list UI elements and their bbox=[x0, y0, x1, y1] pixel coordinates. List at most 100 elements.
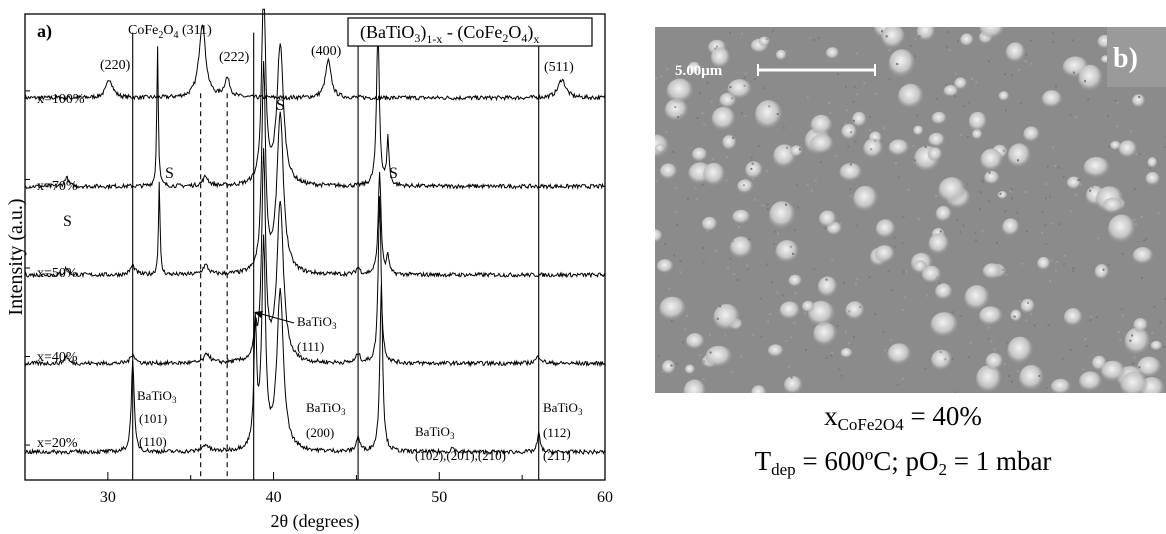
sem-noise bbox=[935, 97, 938, 100]
sem-noise bbox=[1072, 71, 1075, 74]
sem-noise bbox=[743, 76, 746, 79]
sem-particle bbox=[980, 148, 1004, 172]
sem-noise bbox=[1089, 319, 1092, 322]
sem-noise bbox=[951, 311, 954, 314]
sem-noise bbox=[731, 97, 734, 100]
sem-noise bbox=[1087, 98, 1090, 101]
sem-noise bbox=[1025, 53, 1028, 56]
sem-noise bbox=[703, 123, 706, 126]
sem-noise bbox=[751, 177, 754, 180]
sem-particle bbox=[1078, 64, 1103, 92]
sem-noise bbox=[1077, 179, 1080, 181]
annotation-bto-101-hkl2: (110) bbox=[139, 434, 167, 449]
sem-noise bbox=[1030, 39, 1032, 42]
sem-noise bbox=[818, 37, 821, 40]
sem-particle bbox=[931, 111, 947, 125]
sem-noise bbox=[1138, 153, 1141, 156]
sem-noise bbox=[979, 208, 982, 211]
sem-noise bbox=[1033, 324, 1036, 327]
series-label: x=40% bbox=[37, 350, 78, 365]
sem-noise bbox=[856, 278, 859, 281]
sem-noise bbox=[696, 117, 699, 119]
sem-noise bbox=[852, 119, 855, 122]
sem-particle bbox=[1007, 143, 1032, 169]
sem-noise bbox=[1025, 230, 1028, 233]
sem-noise bbox=[974, 231, 977, 234]
sem-noise bbox=[967, 356, 970, 359]
sem-noise bbox=[966, 183, 969, 186]
sem-noise bbox=[743, 84, 746, 87]
sem-noise bbox=[996, 241, 998, 244]
sem-particle bbox=[943, 85, 959, 98]
sem-noise bbox=[950, 202, 952, 205]
sem-noise bbox=[949, 360, 951, 363]
sem-particle bbox=[727, 79, 752, 100]
sem-particle bbox=[1110, 140, 1122, 151]
sem-noise bbox=[988, 171, 991, 174]
sem-noise bbox=[888, 49, 891, 51]
sem-particle bbox=[1010, 309, 1022, 323]
sem-noise bbox=[962, 224, 965, 227]
sem-noise bbox=[810, 189, 813, 192]
sem-particle bbox=[705, 345, 733, 368]
sem-noise bbox=[790, 336, 793, 339]
sem-noise bbox=[1069, 349, 1072, 351]
sem-noise bbox=[838, 368, 841, 371]
sem-noise bbox=[840, 374, 843, 377]
sem-noise bbox=[665, 131, 668, 134]
sem-noise bbox=[813, 268, 816, 270]
sem-noise bbox=[869, 129, 872, 132]
sem-particle bbox=[1124, 327, 1151, 356]
sem-noise bbox=[1153, 305, 1156, 308]
sem-noise bbox=[836, 324, 839, 327]
sem-noise bbox=[757, 144, 760, 147]
sem-noise bbox=[1027, 302, 1029, 305]
sem-noise bbox=[715, 45, 718, 48]
sem-noise bbox=[896, 383, 899, 386]
y-axis-label: Intensity (a.u.) bbox=[5, 198, 27, 315]
sem-noise bbox=[813, 38, 816, 41]
sem-noise bbox=[1021, 262, 1024, 265]
sem-noise bbox=[1084, 338, 1087, 341]
sem-noise bbox=[676, 224, 679, 226]
sem-noise bbox=[890, 339, 893, 342]
sem-particle bbox=[767, 344, 784, 358]
sem-particle bbox=[874, 245, 895, 264]
sem-noise bbox=[888, 78, 891, 81]
xrd-chart: 30 40 50 60 a) (BaTiO3)1-x - (CoFe2O4)x 2θ … bbox=[5, 8, 613, 532]
sem-noise bbox=[674, 106, 677, 109]
sem-noise bbox=[796, 184, 798, 187]
annotation-bto-200-name: BaTiO3 bbox=[306, 400, 346, 417]
sem-noise bbox=[729, 133, 731, 136]
sem-particle bbox=[960, 33, 974, 47]
sem-noise bbox=[1017, 159, 1019, 162]
sem-noise bbox=[966, 136, 969, 138]
sem-noise bbox=[1141, 277, 1144, 280]
sem-noise bbox=[744, 72, 747, 75]
sem-noise bbox=[765, 38, 768, 41]
scale-bar-label: 5.00μm bbox=[675, 63, 723, 79]
sem-particle bbox=[817, 276, 838, 298]
sem-noise bbox=[957, 40, 959, 43]
sem-noise bbox=[1131, 362, 1134, 365]
sem-noise bbox=[1121, 252, 1124, 255]
sem-noise bbox=[938, 282, 941, 285]
sem-noise bbox=[1133, 149, 1136, 152]
sem-noise bbox=[1030, 62, 1033, 65]
sem-noise bbox=[1164, 298, 1166, 301]
sem-noise bbox=[740, 112, 743, 115]
panel-label-a: a) bbox=[37, 21, 52, 42]
sem-noise bbox=[847, 145, 850, 148]
sem-noise bbox=[1010, 74, 1013, 77]
sem-particle bbox=[758, 36, 771, 47]
sem-noise bbox=[782, 294, 785, 297]
sem-noise bbox=[987, 337, 990, 340]
sem-particle bbox=[1150, 340, 1163, 351]
sem-noise bbox=[1062, 263, 1065, 266]
sem-noise bbox=[887, 269, 890, 272]
sem-particle bbox=[790, 145, 803, 158]
sem-noise bbox=[789, 245, 792, 248]
sem-noise bbox=[792, 252, 794, 255]
sem-noise bbox=[670, 364, 673, 367]
sem-noise bbox=[1149, 167, 1152, 170]
